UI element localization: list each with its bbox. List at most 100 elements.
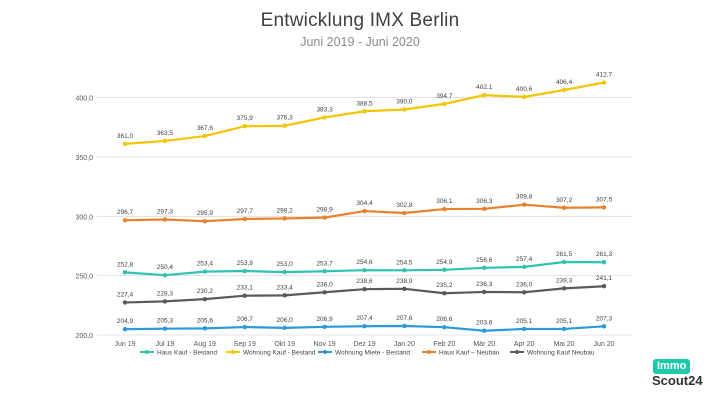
data-label: 206,6	[436, 316, 453, 323]
data-point	[202, 218, 208, 224]
legend-label: Wohnung Miete - Bestand	[335, 350, 410, 357]
data-label: 238,9	[396, 278, 413, 285]
data-point	[362, 267, 367, 273]
immoscout24-logo: Immo Scout24	[652, 358, 710, 394]
data-point	[521, 264, 527, 270]
legend-label: Haus Kauf – Neubau	[439, 350, 500, 357]
data-label: 412,7	[596, 72, 613, 79]
y-tick-label: 200,0	[75, 333, 93, 340]
data-point	[442, 267, 447, 273]
y-tick-label: 250,0	[75, 274, 93, 281]
data-label: 402,1	[476, 84, 493, 91]
data-point	[601, 324, 607, 329]
x-tick-label: Mär 20	[473, 341, 495, 348]
legend-label: Haus Kauf - Bestand	[157, 350, 217, 357]
data-point	[322, 269, 327, 274]
data-label: 228,3	[157, 290, 174, 297]
data-point	[521, 202, 527, 207]
data-label: 363,5	[157, 130, 174, 137]
data-label: 383,3	[316, 106, 333, 113]
data-point	[322, 215, 327, 220]
data-label: 406,4	[556, 79, 573, 86]
data-label: 205,6	[197, 317, 214, 324]
data-point	[162, 217, 168, 222]
data-point	[561, 205, 567, 210]
y-tick-label: 350,0	[75, 155, 93, 162]
data-label: 205,1	[516, 318, 533, 325]
data-point	[242, 216, 247, 222]
data-label: 241,1	[596, 275, 613, 282]
y-tick-label: 400,0	[75, 96, 93, 103]
data-label: 233,4	[277, 284, 294, 291]
data-point	[202, 296, 208, 302]
x-tick-label: Jun 19	[114, 341, 135, 348]
data-point	[122, 300, 128, 305]
data-point	[561, 87, 567, 93]
chart-subtitle: Juni 2019 - Juni 2020	[300, 35, 420, 49]
data-label: 307,2	[556, 197, 573, 204]
data-label: 206,0	[277, 317, 294, 324]
x-tick-label: Jun 20	[593, 341, 614, 348]
data-label: 254,6	[356, 259, 373, 266]
data-point	[601, 284, 607, 289]
data-label: 304,4	[356, 200, 373, 207]
data-point	[242, 124, 247, 129]
data-point	[122, 326, 128, 332]
data-point	[282, 269, 287, 275]
data-label: 388,5	[356, 100, 373, 107]
data-label: 261,5	[556, 251, 573, 258]
x-tick-label: Mai 20	[554, 341, 575, 348]
data-label: 302,8	[396, 202, 413, 209]
data-label: 394,7	[436, 93, 453, 100]
data-label: 205,1	[556, 318, 573, 325]
data-label: 261,3	[596, 251, 613, 258]
data-label: 236,0	[516, 281, 533, 288]
data-point	[402, 210, 407, 216]
data-label: 236,0	[316, 281, 333, 288]
legend-label: Wohnung Kauf - Bestand	[243, 350, 316, 357]
logo-scout-text: Scout24	[652, 373, 703, 388]
data-label: 236,3	[476, 281, 493, 288]
x-tick-label: Jul 19	[156, 341, 175, 348]
x-tick-label: Nov 19	[313, 341, 335, 348]
data-label: 230,2	[197, 288, 214, 295]
data-point	[242, 293, 247, 298]
data-label: 367,6	[197, 125, 214, 132]
data-label: 204,9	[117, 318, 134, 325]
data-point	[202, 133, 208, 139]
data-label: 207,6	[396, 315, 413, 322]
data-point	[442, 291, 447, 296]
data-point	[601, 260, 607, 265]
data-label: 361,0	[117, 133, 134, 140]
data-label: 307,5	[596, 196, 613, 203]
data-point	[282, 293, 287, 298]
x-tick-label: Apr 20	[514, 341, 535, 348]
data-point	[521, 290, 527, 295]
data-label: 306,1	[436, 198, 453, 205]
legend-marker	[515, 350, 519, 354]
data-point	[202, 269, 208, 274]
data-label: 253,7	[316, 260, 333, 267]
data-point	[242, 324, 247, 330]
data-point	[482, 328, 487, 333]
data-label: 239,3	[556, 277, 573, 284]
data-point	[601, 205, 607, 210]
data-point	[402, 323, 407, 329]
data-label: 257,4	[516, 256, 533, 263]
data-label: 390,0	[396, 98, 413, 105]
data-point	[162, 326, 168, 331]
data-label: 203,6	[476, 320, 493, 327]
data-point	[521, 94, 527, 100]
legend-marker	[427, 350, 431, 354]
legend-marker	[145, 350, 149, 354]
data-point	[282, 123, 287, 128]
data-point	[162, 299, 168, 304]
data-point	[402, 107, 407, 112]
data-point	[122, 218, 128, 223]
data-label: 254,5	[396, 259, 413, 266]
data-point	[162, 138, 168, 144]
x-tick-label: Okt 19	[274, 341, 295, 348]
data-point	[362, 324, 367, 329]
data-label: 256,6	[476, 257, 493, 264]
